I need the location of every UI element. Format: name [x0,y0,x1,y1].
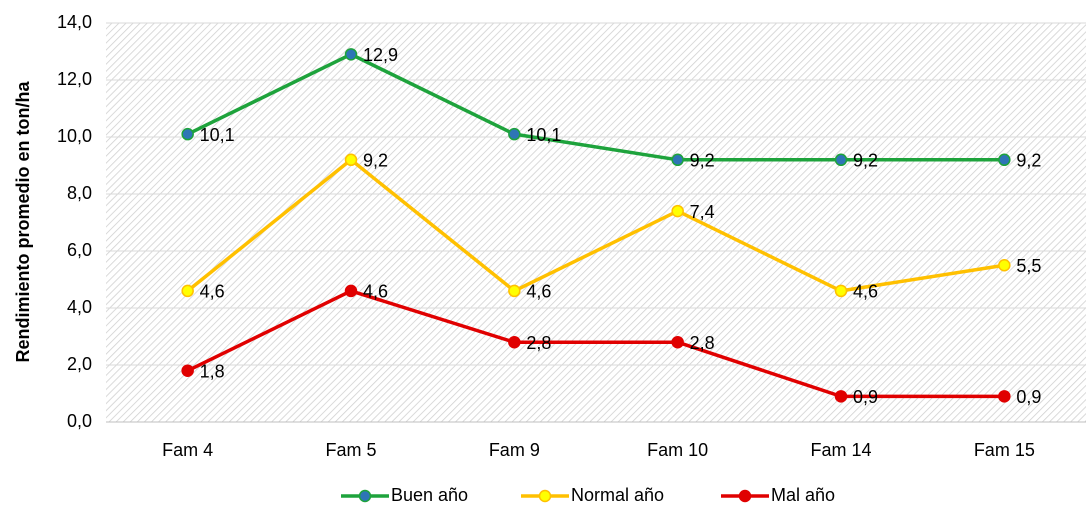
legend-marker [358,489,372,503]
point [671,204,684,218]
point [834,284,848,298]
legend-marker [538,489,552,503]
point [508,127,521,141]
data-label: 9,2 [363,151,388,171]
x-tick-label: Fam 10 [647,440,708,460]
data-label: 5,5 [1016,256,1041,276]
series-line [186,289,1005,399]
data-label: 4,6 [526,282,551,302]
x-tick-label: Fam 4 [162,440,213,460]
legend-label: Buen año [391,485,468,505]
legend-label: Normal año [571,485,664,505]
data-label: 2,8 [526,333,551,353]
data-label: 4,6 [853,282,878,302]
point [834,153,848,167]
data-label: 10,1 [526,125,561,145]
y-tick-label: 2,0 [67,354,92,374]
data-label: 9,2 [853,151,878,171]
data-label: 2,8 [690,333,715,353]
x-tick-label: Fam 15 [974,440,1035,460]
point [344,153,358,167]
point [181,127,194,141]
y-tick-label: 6,0 [67,240,92,260]
x-tick-label: Fam 5 [325,440,376,460]
x-tick-label: Fam 14 [810,440,871,460]
point [344,284,358,298]
data-label: 9,2 [690,151,715,171]
y-tick-label: 0,0 [67,411,92,431]
y-tick-label: 8,0 [67,183,92,203]
point [181,364,194,377]
data-label: 1,8 [200,361,225,381]
point [181,284,194,298]
data-label: 4,6 [363,282,388,302]
data-label: 0,9 [853,387,878,407]
y-tick-label: 12,0 [57,69,92,89]
series-line [186,158,1005,293]
plot-area [106,23,1086,422]
y-tick-label: 4,0 [67,297,92,317]
y-tick-label: 10,0 [57,126,92,146]
legend-label: Mal año [771,485,835,505]
data-label: 10,1 [200,125,235,145]
data-label: 0,9 [1016,387,1041,407]
legend-marker [738,489,752,503]
y-axis-title: Rendimiento promedio en ton/ha [13,81,33,363]
data-label: 4,6 [200,282,225,302]
data-label: 7,4 [690,202,715,222]
series-line [186,52,1005,162]
point [834,390,848,403]
data-label: 12,9 [363,45,398,65]
x-tick-label: Fam 9 [489,440,540,460]
point [998,153,1011,167]
point [998,390,1011,403]
data-label: 9,2 [1016,151,1041,171]
point [671,153,684,167]
point [508,335,521,349]
point [998,259,1011,272]
point [508,284,521,298]
point [671,335,684,349]
y-tick-label: 14,0 [57,12,92,32]
point [344,48,358,61]
